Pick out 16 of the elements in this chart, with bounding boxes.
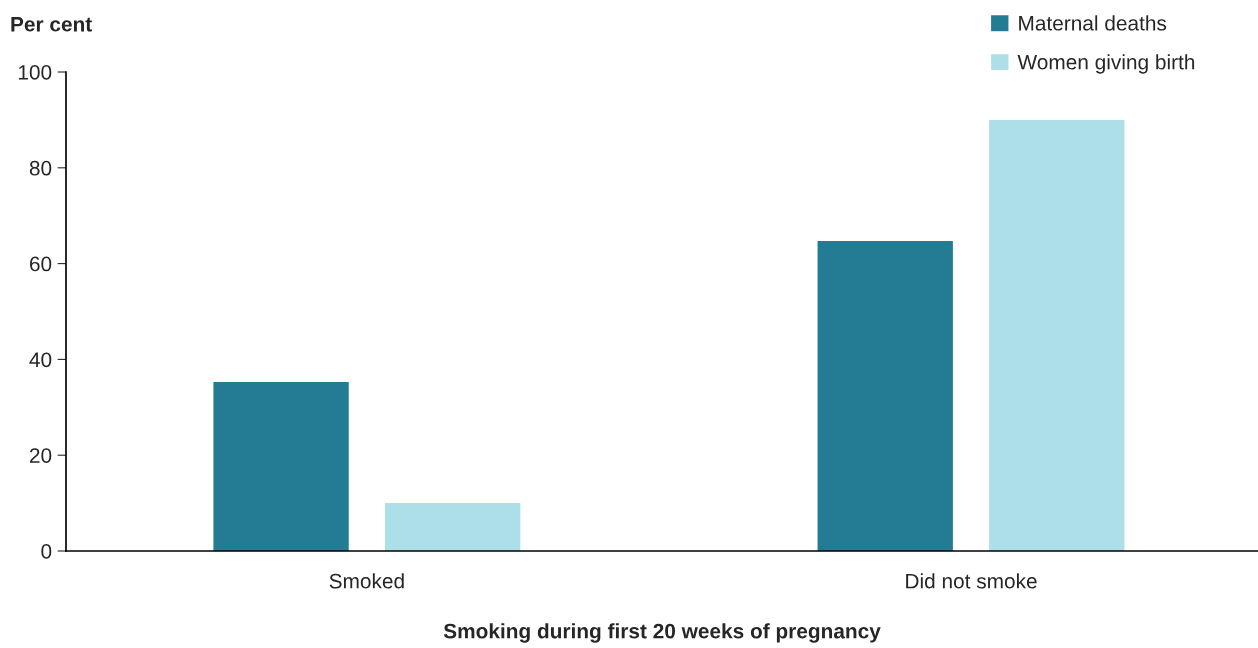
bar — [817, 241, 953, 551]
y-tick-label: 20 — [29, 448, 52, 463]
legend-label: Maternal deaths — [1019, 15, 1167, 31]
y-tick-label: 80 — [29, 160, 52, 176]
y-tick-label: 100 — [18, 65, 52, 80]
y-axis-title: Per cent — [11, 17, 92, 32]
y-tick-label: 60 — [30, 256, 52, 272]
x-tick-label: Did not smoke — [906, 573, 1037, 589]
x-axis-title: Smoking during first 20 weeks of pregnancy — [443, 623, 881, 643]
bar — [989, 119, 1125, 551]
x-tick-label: Smoked — [329, 573, 404, 589]
bar — [384, 503, 521, 551]
bar — [213, 381, 349, 551]
y-tick-label: 0 — [41, 544, 52, 559]
legend-label: Women giving birth — [1017, 54, 1195, 74]
y-tick-label: 40 — [29, 352, 52, 368]
